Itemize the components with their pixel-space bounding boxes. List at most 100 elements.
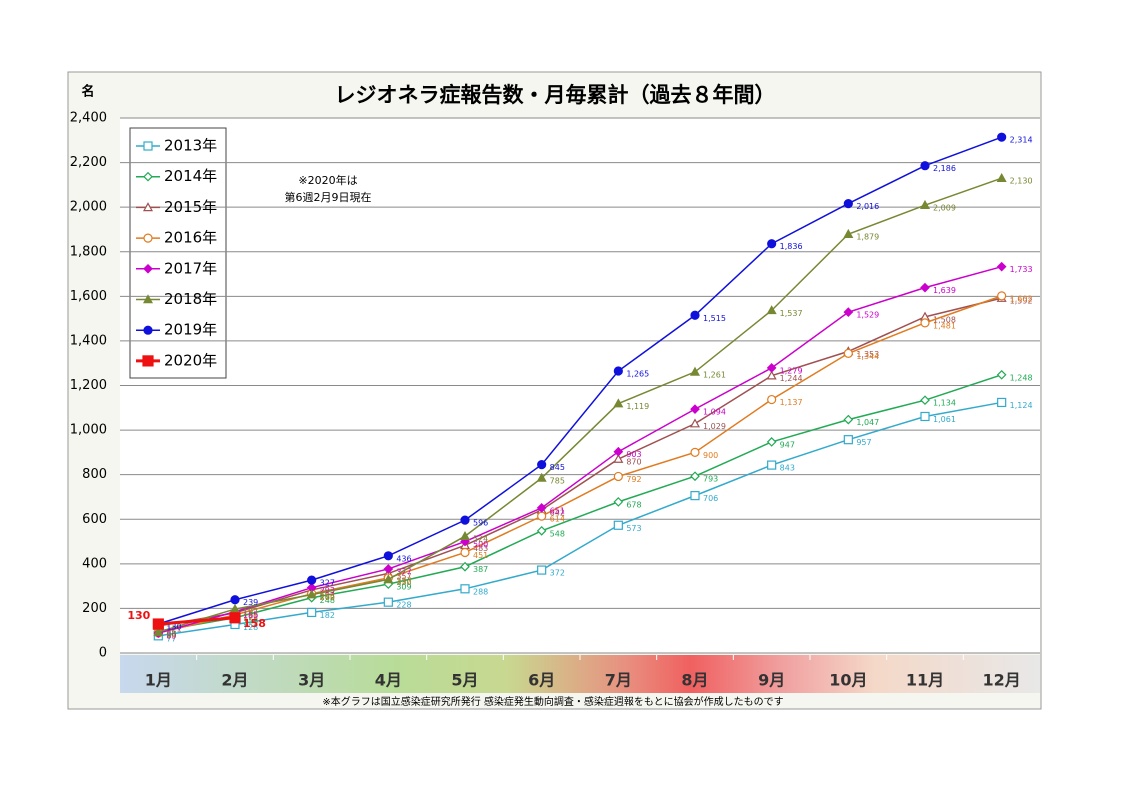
data-label: 262	[320, 593, 335, 602]
data-label: 98	[166, 630, 176, 639]
legend-label: 2016年	[164, 229, 217, 247]
marker	[142, 355, 154, 367]
data-label: 500	[473, 540, 488, 549]
data-label: 158	[243, 617, 266, 630]
x-tick-label: 7月	[605, 671, 632, 690]
marker	[689, 418, 701, 428]
marker	[383, 564, 394, 574]
marker	[843, 307, 854, 318]
data-label: 185	[243, 610, 258, 619]
data-label: 1,119	[626, 402, 649, 411]
x-tick-label: 11月	[906, 671, 944, 690]
marker	[767, 239, 777, 249]
data-label: 1,134	[933, 399, 956, 408]
marker	[460, 561, 470, 572]
x-tick-label: 4月	[375, 671, 402, 690]
data-label: 451	[473, 551, 488, 560]
data-label: 130	[127, 609, 150, 622]
data-label: 1,261	[703, 370, 726, 379]
data-label: 678	[626, 500, 641, 509]
data-label: 239	[243, 598, 258, 607]
marker	[843, 199, 853, 209]
marker	[153, 626, 164, 636]
data-label: 90	[166, 631, 176, 640]
annotation: ※2020年は	[298, 173, 357, 187]
data-label: 89	[166, 632, 176, 641]
data-label: 1,344	[856, 352, 879, 361]
marker	[613, 398, 624, 408]
y-tick-label: 1,600	[70, 289, 107, 304]
marker	[143, 233, 153, 243]
marker	[843, 348, 853, 358]
marker	[306, 589, 317, 599]
data-label: 266	[320, 592, 335, 601]
data-label: 1,248	[1010, 373, 1033, 382]
data-label: 1,602	[1010, 294, 1033, 303]
data-label: 357	[396, 572, 411, 581]
chart-title: レジオネラ症報告数・月毎累計（過去８年間）	[335, 83, 776, 107]
y-axis-label: 名	[81, 84, 94, 100]
data-label: 903	[626, 450, 641, 459]
data-label: 1,515	[703, 314, 726, 323]
data-label: 1,353	[856, 350, 879, 359]
marker	[690, 471, 700, 482]
marker	[843, 228, 854, 238]
marker	[143, 171, 153, 182]
marker	[920, 282, 930, 293]
marker	[307, 575, 317, 585]
marker	[997, 291, 1007, 301]
x-tick-label: 8月	[681, 671, 708, 690]
y-tick-label: 800	[82, 467, 107, 482]
legend-label: 2013年	[164, 137, 217, 155]
data-label: 327	[320, 579, 335, 588]
series-line	[158, 177, 1002, 633]
marker	[843, 414, 854, 425]
data-label: 483	[473, 544, 488, 553]
data-label: 372	[550, 569, 565, 578]
data-label: 596	[473, 519, 488, 528]
marker	[767, 460, 777, 470]
x-tick-label: 2月	[221, 671, 248, 690]
y-tick-label: 0	[99, 646, 107, 661]
data-label: 1,529	[856, 311, 879, 320]
data-label: 1,029	[703, 422, 726, 431]
x-tick-label: 3月	[298, 671, 325, 690]
y-tick-label: 1,800	[70, 244, 107, 259]
y-tick-label: 200	[82, 601, 107, 616]
marker	[690, 447, 700, 457]
marker	[142, 202, 154, 212]
marker	[143, 325, 153, 335]
legend-label: 2015年	[164, 198, 217, 216]
series-line	[158, 374, 1002, 632]
marker	[766, 305, 777, 315]
marker	[919, 199, 931, 209]
x-tick-label: 12月	[983, 671, 1021, 690]
annotation: 第6週2月9日現在	[285, 190, 372, 204]
x-tick-label: 9月	[758, 671, 785, 690]
data-label: 1,836	[780, 242, 803, 251]
data-label: 792	[626, 475, 641, 484]
y-tick-label: 2,200	[70, 155, 107, 170]
marker	[142, 294, 154, 304]
data-label: 77	[166, 634, 176, 643]
data-label: 614	[550, 515, 565, 524]
marker	[383, 574, 394, 584]
x-tick-label: 6月	[528, 671, 555, 690]
y-tick-label: 2,400	[70, 111, 107, 126]
data-label: 548	[550, 529, 565, 538]
marker	[920, 161, 930, 171]
data-label: 2,130	[1010, 177, 1033, 186]
marker	[536, 525, 547, 536]
y-tick-label: 2,000	[70, 200, 107, 215]
data-label: 330	[396, 578, 411, 587]
data-label: 706	[703, 494, 718, 503]
data-label: 642	[550, 508, 565, 517]
marker	[997, 132, 1007, 142]
data-label: 293	[320, 586, 335, 595]
y-tick-label: 1,200	[70, 378, 107, 393]
data-label: 337	[396, 576, 411, 585]
marker	[766, 363, 777, 373]
data-label: 1,879	[856, 233, 879, 242]
data-label: 377	[396, 567, 411, 576]
